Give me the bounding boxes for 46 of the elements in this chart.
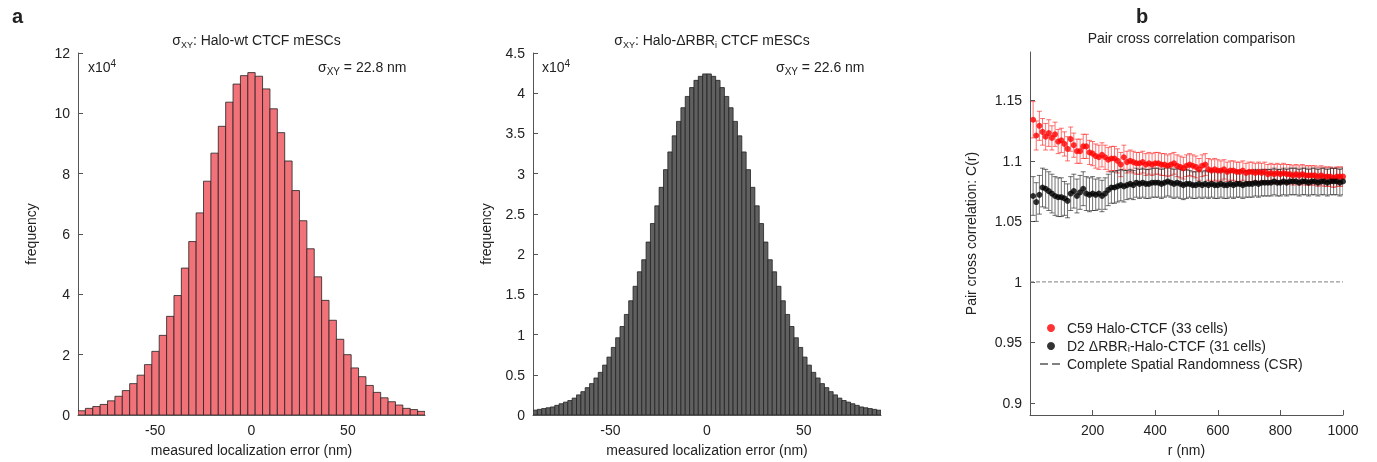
x-axis-title: measured localization error (nm) [150, 442, 353, 458]
x-tick-label: -50 [600, 422, 621, 438]
y-axis-title: frequency [478, 203, 494, 265]
x-tick-label: 800 [1268, 422, 1293, 438]
y-tick-label: 4.5 [505, 45, 526, 61]
y-tick-label: 3.5 [505, 125, 526, 142]
y-tick-label: 1 [1014, 273, 1023, 290]
x-tick-label: 200 [1080, 422, 1105, 438]
x-axis-title: measured localization error (nm) [606, 442, 808, 458]
x-tick-label: -50 [144, 422, 166, 438]
y-tick-label: 12 [54, 45, 71, 61]
y-tick-label: 10 [54, 105, 71, 122]
x-tick-label: 50 [795, 422, 812, 438]
y-tick-label: 1.05 [994, 213, 1023, 230]
y-tick-label: 1.1 [1002, 152, 1023, 169]
y-tick-label: 4 [62, 286, 71, 303]
x-tick-label: 0 [703, 422, 712, 438]
x-axis-title: r (nm) [1167, 442, 1206, 458]
chart-title: Pair cross correlation comparison [1087, 30, 1296, 46]
y-tick-label: 2 [517, 246, 526, 263]
y-tick-label: 1.15 [994, 92, 1023, 109]
legend-label: D2 ΔRBRᵢ-Halo-CTCF (31 cells) [1067, 338, 1267, 354]
y-tick-label: 3 [517, 165, 526, 182]
x-tick-label: 400 [1143, 422, 1168, 438]
y-axis-title: Pair cross correlation: C(r) [963, 151, 979, 316]
y-axis-title: frequency [23, 203, 39, 265]
text: a [12, 5, 24, 27]
x-tick-label: 0 [247, 422, 256, 438]
y-tick-label: 0.5 [505, 366, 526, 383]
y-tick-label: 0 [517, 407, 526, 423]
x-tick-label: 1000 [1327, 422, 1359, 438]
text: b [1136, 5, 1149, 27]
y-tick-label: 8 [62, 165, 71, 182]
y-tick-label: 6 [62, 226, 71, 242]
y-tick-label: 0.95 [994, 334, 1023, 351]
y-tick-label: 4 [517, 85, 526, 102]
y-tick-label: 2 [62, 346, 71, 363]
y-tick-label: 1 [517, 326, 526, 343]
y-tick-label: 1.5 [505, 286, 526, 303]
x-tick-label: 600 [1206, 422, 1230, 438]
legend-label: Complete Spatial Randomness (CSR) [1067, 356, 1303, 372]
x-tick-label: 50 [340, 422, 356, 438]
legend-label: C59 Halo-CTCF (33 cells) [1067, 320, 1229, 336]
y-tick-label: 0 [62, 407, 71, 423]
y-tick-label: 2.5 [505, 205, 526, 222]
y-tick-label: 0.9 [1002, 394, 1023, 411]
